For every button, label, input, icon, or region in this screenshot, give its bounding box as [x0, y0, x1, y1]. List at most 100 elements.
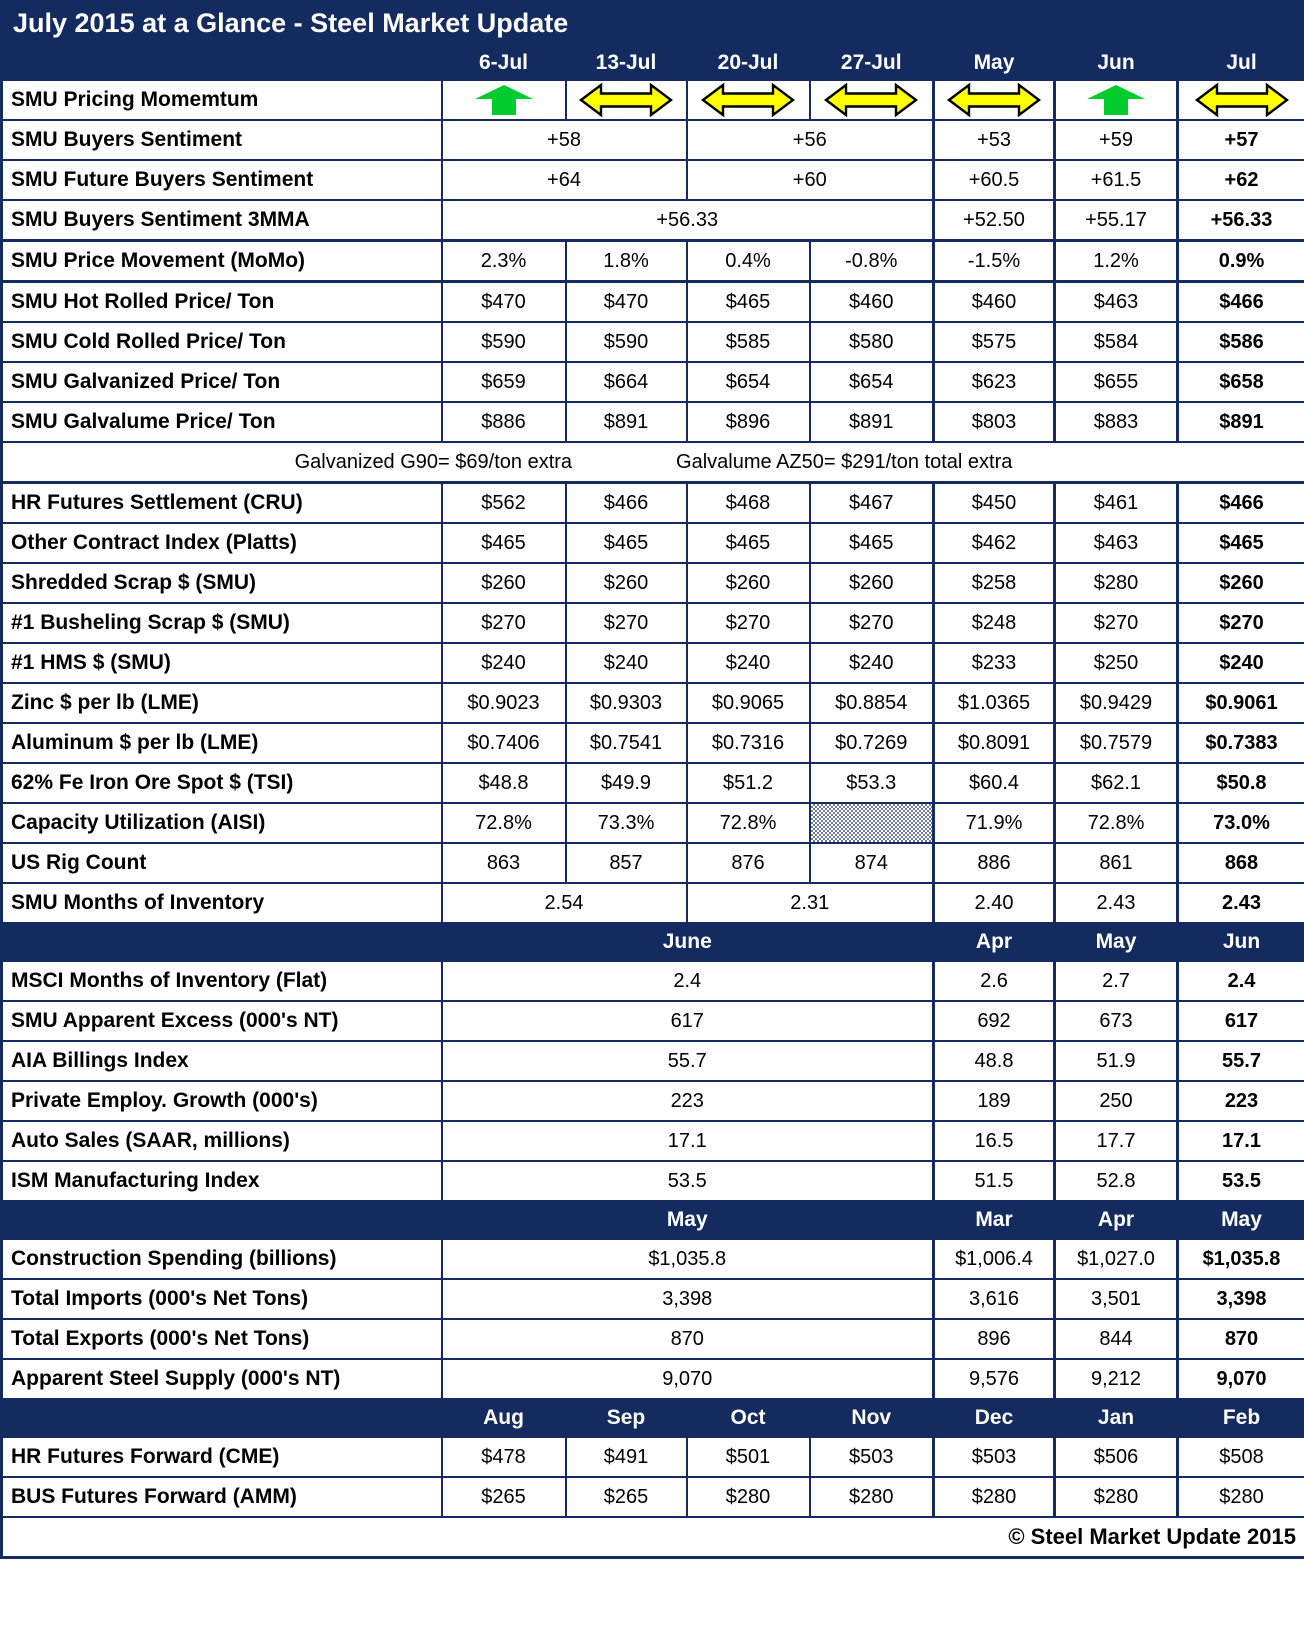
note-text: Galvalume AZ50= $291/ton total extra: [676, 450, 1013, 473]
value-cell: $586: [1176, 321, 1304, 363]
column-header: 27-Jul: [808, 44, 935, 81]
value-cell: $260: [685, 562, 811, 604]
data-row: SMU Future Buyers Sentiment +64 +60 +60.5 +6…: [0, 159, 1304, 201]
row-label: Total Imports (000's Net Tons): [0, 1278, 443, 1320]
row-label: Other Contract Index (Platts): [0, 522, 443, 564]
value-cell: $467: [808, 481, 935, 524]
value-cell: $466: [1176, 280, 1304, 323]
band-month-label: Mar: [932, 1200, 1056, 1240]
band-spacer: [0, 1398, 443, 1438]
row-label: BUS Futures Forward (AMM): [0, 1476, 443, 1518]
data-row: #1 Busheling Scrap $ (SMU) $270 $270 $270 $2…: [0, 602, 1304, 644]
value-cell: $461: [1053, 481, 1179, 524]
value-cell: $270: [1053, 602, 1179, 644]
value-cell: +57: [1176, 119, 1304, 161]
momentum-cell: [808, 79, 935, 121]
value-cell: 617: [1176, 1000, 1304, 1042]
value-cell: 9,070: [440, 1358, 935, 1400]
value-cell: $460: [932, 280, 1056, 323]
value-cell: $1.0365: [932, 682, 1056, 724]
data-row: Apparent Steel Supply (000's NT) 9,070 9,5…: [0, 1358, 1304, 1400]
value-cell: $280: [1176, 1476, 1304, 1518]
value-cell: $53.3: [808, 762, 935, 804]
value-cell: 868: [1176, 842, 1304, 884]
value-cell: 52.8: [1053, 1160, 1179, 1202]
value-cell: 55.7: [1176, 1040, 1304, 1082]
value-cell: $250: [1053, 642, 1179, 684]
data-row: Construction Spending (billions) $1,035.8…: [0, 1238, 1304, 1280]
band-month-label: Dec: [932, 1398, 1056, 1438]
data-row: AIA Billings Index 55.7 48.8 51.9 55.7: [0, 1040, 1304, 1082]
value-cell: +56: [685, 119, 935, 161]
left-right-arrow-icon: [823, 82, 919, 118]
value-cell: $655: [1053, 361, 1179, 403]
data-row: Auto Sales (SAAR, millions) 17.1 16.5 17.7 1…: [0, 1120, 1304, 1162]
value-cell: 9,576: [932, 1358, 1056, 1400]
value-cell: $466: [1176, 481, 1304, 524]
value-cell: $463: [1053, 522, 1179, 564]
value-cell: 617: [440, 1000, 935, 1042]
value-cell: 3,616: [932, 1278, 1056, 1320]
row-label: SMU Buyers Sentiment 3MMA: [0, 199, 443, 242]
value-cell: 2.43: [1053, 882, 1179, 924]
row-label: Zinc $ per lb (LME): [0, 682, 443, 724]
value-cell: $1,006.4: [932, 1238, 1056, 1280]
value-cell: $0.8854: [808, 682, 935, 724]
row-label: Total Exports (000's Net Tons): [0, 1318, 443, 1360]
value-cell: $664: [564, 361, 688, 403]
value-cell: 863: [440, 842, 567, 884]
value-cell: $886: [440, 401, 567, 443]
value-cell: $623: [932, 361, 1056, 403]
data-row: Other Contract Index (Platts) $465 $465 $46…: [0, 522, 1304, 564]
value-cell: $465: [685, 522, 811, 564]
data-row: Shredded Scrap $ (SMU) $260 $260 $260 $260 $2…: [0, 562, 1304, 604]
value-cell: +56.33: [1176, 199, 1304, 242]
value-cell: 2.4: [440, 960, 935, 1002]
value-cell: $575: [932, 321, 1056, 363]
value-cell: 1.8%: [564, 239, 688, 283]
value-cell: $258: [932, 562, 1056, 604]
value-cell: $562: [440, 481, 567, 524]
value-cell: $260: [564, 562, 688, 604]
value-cell: $0.8091: [932, 722, 1056, 764]
value-cell: $0.9061: [1176, 682, 1304, 724]
value-cell: 2.4: [1176, 960, 1304, 1002]
up-arrow-icon: [1087, 85, 1145, 115]
band-month-label: June: [440, 922, 935, 962]
value-cell: 73.3%: [564, 802, 688, 844]
value-cell: 9,070: [1176, 1358, 1304, 1400]
title-row: July 2015 at a Glance - Steel Market Upd…: [0, 0, 1304, 46]
value-cell: $462: [932, 522, 1056, 564]
band-month-label: Oct: [685, 1398, 811, 1438]
steel-market-table: July 2015 at a Glance - Steel Market Upd…: [0, 0, 1304, 1559]
value-cell: $280: [1053, 1476, 1179, 1518]
value-cell: +55.17: [1053, 199, 1179, 242]
data-row: Total Exports (000's Net Tons) 870 896 844 8…: [0, 1318, 1304, 1360]
value-cell: 51.9: [1053, 1040, 1179, 1082]
value-cell: $0.7383: [1176, 722, 1304, 764]
band-month-label: May: [1176, 1200, 1304, 1240]
value-cell: $465: [1176, 522, 1304, 564]
row-label: Private Employ. Growth (000's): [0, 1080, 443, 1122]
value-cell: $0.7579: [1053, 722, 1179, 764]
value-cell: $51.2: [685, 762, 811, 804]
row-label: SMU Future Buyers Sentiment: [0, 159, 443, 201]
row-label: SMU Cold Rolled Price/ Ton: [0, 321, 443, 363]
band-month-label: May: [440, 1200, 935, 1240]
momentum-cell: [564, 79, 688, 121]
value-cell: 71.9%: [932, 802, 1056, 844]
row-label: MSCI Months of Inventory (Flat): [0, 960, 443, 1002]
row-label: SMU Months of Inventory: [0, 882, 443, 924]
value-cell: 53.5: [1176, 1160, 1304, 1202]
value-cell: 72.8%: [1053, 802, 1179, 844]
data-row: SMU Hot Rolled Price/ Ton $470 $470 $465 $46…: [0, 280, 1304, 323]
value-cell: +59: [1053, 119, 1179, 161]
value-cell: $270: [440, 602, 567, 644]
row-label: ISM Manufacturing Index: [0, 1160, 443, 1202]
left-right-arrow-icon: [1194, 82, 1290, 118]
momentum-cell: [932, 79, 1056, 121]
data-row: US Rig Count 863 857 876 874 886 861 868: [0, 842, 1304, 884]
column-header: Jun: [1053, 44, 1179, 81]
left-right-arrow-icon: [578, 82, 674, 118]
value-cell: $280: [808, 1476, 935, 1518]
